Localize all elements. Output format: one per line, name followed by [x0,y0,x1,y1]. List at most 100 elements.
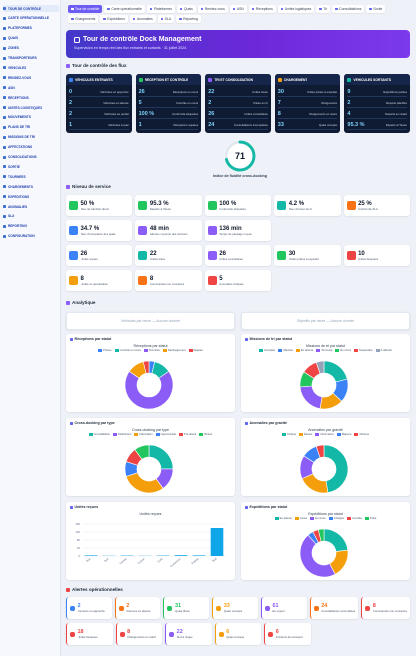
tab-icon [71,7,74,11]
alert-card-icon [268,631,274,637]
tab-label: Anomalies [136,17,153,21]
flow-card-title: RÉCEPTION ET CONTRÔLE [144,77,189,82]
gauge-label: Indice de fluidité cross-docking [213,174,267,178]
tab[interactable]: Reporting [176,15,201,23]
alert-card-text: 33 Quais occupés [224,603,243,613]
chart-grid: Réceptions par statut Réceptions par stat… [66,334,410,580]
y-tick-label: 80 [77,538,81,542]
section-title-text: Niveau de service [72,184,111,189]
tab[interactable]: Tour de contrôle [68,5,103,13]
sidebar-item[interactable]: CONFIGURATION [3,233,59,240]
legend: Acceptée Affectée En attente Terminée En cou… [253,349,398,352]
kpi-card-label: Taux d'occupation des quais [80,231,116,236]
placeholders: Véhicules par heure — Aucune donnée Objec… [66,312,410,330]
sidebar-item[interactable]: ANOMALIES [3,203,59,210]
bar-chart: 0 40 80 120 160 Bac Box Caisse Carton Colis Conten… [75,522,226,568]
tab[interactable]: ASN [229,5,247,13]
sidebar-item[interactable]: TOUR DE CONTRÔLE [3,5,59,12]
sidebar-item[interactable]: UNITÉS LOGISTIQUES [3,104,59,111]
tab[interactable]: Réceptions [248,5,276,13]
sidebar-icon [3,76,6,80]
section-title-text: Alertes opérationnelles [72,587,123,592]
tab[interactable]: Carte opérationnelle [104,5,145,13]
tab[interactable]: Anomalies [129,15,156,23]
sidebar-item[interactable]: PLATEFORMES [3,25,59,32]
tab[interactable]: Quais [176,5,196,13]
alert-card-icon [70,631,75,637]
flow-row: 7 Chargements [277,99,338,108]
alert-card-text: 2 Camions en approche [78,603,105,613]
chart-title: Réceptions par statut [133,344,168,348]
kpi-card-label: Conformité étiquettes [219,206,246,211]
legend-swatch [375,349,380,352]
gauge-arc [224,140,256,172]
sidebar-item[interactable]: AFFECTATIONS [3,144,59,151]
legend-swatch [347,517,352,520]
sidebar-item[interactable]: ZONES [3,45,59,52]
flow-row: 100 % Conformité étiquettes [138,110,199,119]
legend-swatch [88,433,93,436]
legend-label: Élevée [304,433,313,436]
flow-card: VÉHICULES ENTRANTS 0 Véhicules en approche… [66,74,132,133]
sidebar-item[interactable]: SORTIE [3,163,59,170]
kpi-card-label: Commandes non couvertes [149,281,185,286]
legend-label: Contrôle en cours [119,349,141,352]
tab[interactable]: Tri [316,5,331,13]
bar [210,528,224,556]
sidebar-item[interactable]: REPORTING [3,223,59,230]
legend-item: Retour [199,433,212,436]
sidebar-item[interactable]: TOURNÉES [3,173,59,180]
flow-value: 2 [69,111,73,117]
pie-chart [124,444,174,494]
alert-card-value: 18 [77,629,84,635]
sidebar-item[interactable]: MOUVEMENTS [3,114,59,121]
tab[interactable]: Expéditions [100,15,128,23]
alert-card-text: 2 Camions en attente [126,603,150,613]
sidebar-item[interactable]: PLANS DE TRI [3,124,59,131]
sidebar-icon [3,214,6,218]
sidebar-item[interactable]: CONSOLIDATIONS [3,154,59,161]
tab-label: Unités logistiques [284,7,312,11]
legend-swatch [98,349,103,352]
sidebar-item[interactable]: CARTE OPÉRATIONNELLE [3,15,59,22]
legend-item: En attente [274,517,292,520]
sidebar-item[interactable]: RÉCEPTIONS [3,94,59,101]
legend-label: En cours [340,349,351,352]
legend-item: Critique [281,433,296,436]
tab-icon [179,7,183,11]
tab[interactable]: Consolidations [332,5,365,13]
sidebar-item[interactable]: ASN [3,84,59,91]
sidebar-item[interactable]: QUAIS [3,35,59,42]
tab[interactable]: Unités logistiques [277,5,315,13]
tab[interactable]: SLA [157,15,175,23]
flow-label: Chargements en retard [308,112,338,116]
sidebar-item[interactable]: SLA [3,213,59,220]
tab[interactable]: Sortie [366,5,386,13]
sidebar-item[interactable]: MISSIONS DE TRI [3,134,59,141]
legend-item: Rejetée [188,349,203,352]
sidebar-item[interactable]: TRANSPORTEURS [3,55,59,62]
tab[interactable]: Plateformes [146,5,175,13]
alert-card-text: 61 En urgent [272,603,284,613]
sidebar-label: CONFIGURATION [8,234,35,239]
tab-label: Chargements [75,17,96,21]
pie-slice [323,360,348,383]
flow-card-title: TRI ET CONSOLIDATION [214,77,253,82]
section-title: Alertes opérationnelles [66,587,123,592]
chart-title: Expéditions par statut [308,512,343,516]
sidebar-label: EXPÉDITIONS [8,194,30,199]
legend: Prévue Contrôle en cours Terminée Déchargem… [78,349,223,352]
alert-card-text: 22 SLA à risque [177,629,193,639]
sidebar-item[interactable]: EXPÉDITIONS [3,193,59,200]
alert-card-label: Camions en approche [77,609,105,613]
tab[interactable]: Chargements [68,15,99,23]
sidebar-item[interactable]: RENDEZ-VOUS [3,74,59,81]
tab[interactable]: Rendez-vous [197,5,228,13]
sidebar-item[interactable]: VÉHICULES [3,64,59,71]
kpi-card: 4.2 % Taux d'erreur de tri [274,195,341,216]
sidebar-item[interactable]: CHARGEMENTS [3,183,59,190]
alert-card-value: 2 [77,603,81,609]
legend-item: Information [315,433,334,436]
x-tick-label: Caisse [119,556,128,565]
